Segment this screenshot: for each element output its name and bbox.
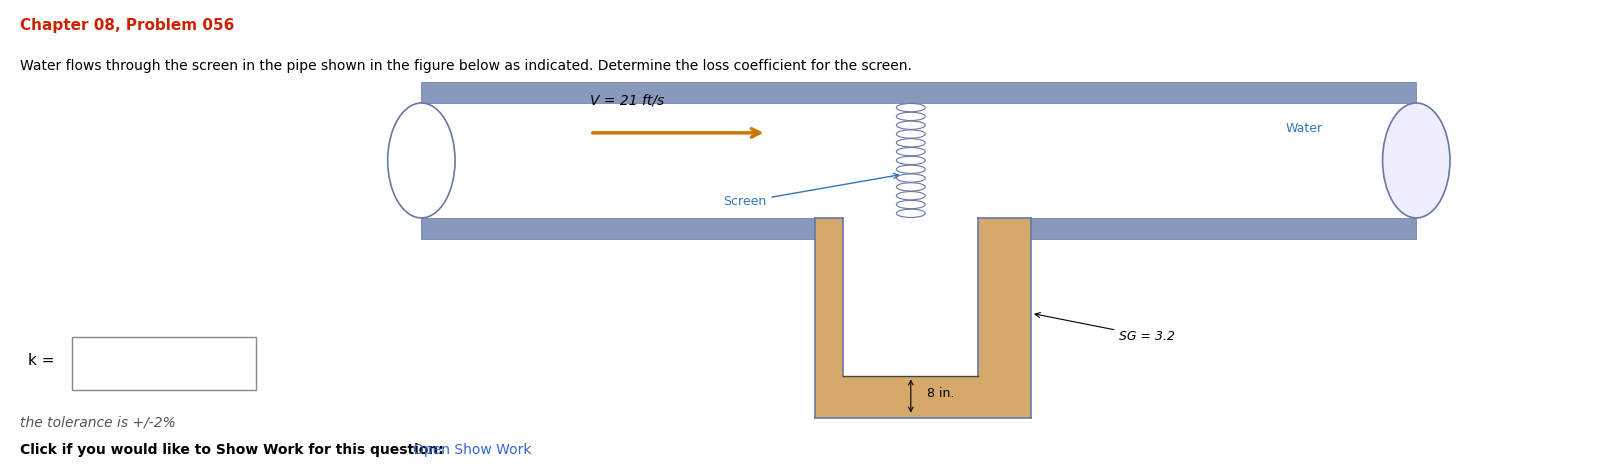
Bar xyxy=(844,218,977,376)
Circle shape xyxy=(897,130,926,138)
Circle shape xyxy=(897,121,926,129)
Text: SG = 3.2: SG = 3.2 xyxy=(1036,313,1176,343)
Bar xyxy=(815,218,1031,418)
Text: Water: Water xyxy=(1286,122,1323,135)
Circle shape xyxy=(897,191,926,200)
Bar xyxy=(421,218,1416,239)
Text: 8 in.: 8 in. xyxy=(927,387,955,400)
Circle shape xyxy=(897,156,926,165)
Text: the tolerance is +/-2%: the tolerance is +/-2% xyxy=(21,416,176,430)
Ellipse shape xyxy=(1382,103,1450,218)
Circle shape xyxy=(897,147,926,156)
Circle shape xyxy=(897,103,926,112)
Circle shape xyxy=(897,200,926,209)
Bar xyxy=(71,337,256,390)
Circle shape xyxy=(897,165,926,174)
Text: Open Show Work: Open Show Work xyxy=(413,443,532,457)
Bar xyxy=(421,82,1416,239)
Text: Water flows through the screen in the pipe shown in the figure below as indicate: Water flows through the screen in the pi… xyxy=(21,59,911,73)
Circle shape xyxy=(897,209,926,218)
Text: V = 21 ft/s: V = 21 ft/s xyxy=(590,94,665,108)
Circle shape xyxy=(897,139,926,147)
Text: Screen: Screen xyxy=(723,173,898,208)
Bar xyxy=(421,82,1416,103)
Circle shape xyxy=(897,183,926,191)
Text: k =: k = xyxy=(29,353,55,368)
Circle shape xyxy=(897,112,926,121)
Text: Chapter 08, Problem 056: Chapter 08, Problem 056 xyxy=(21,18,234,33)
Ellipse shape xyxy=(387,103,455,218)
Circle shape xyxy=(897,174,926,182)
Text: Click if you would like to Show Work for this question:: Click if you would like to Show Work for… xyxy=(21,443,444,457)
